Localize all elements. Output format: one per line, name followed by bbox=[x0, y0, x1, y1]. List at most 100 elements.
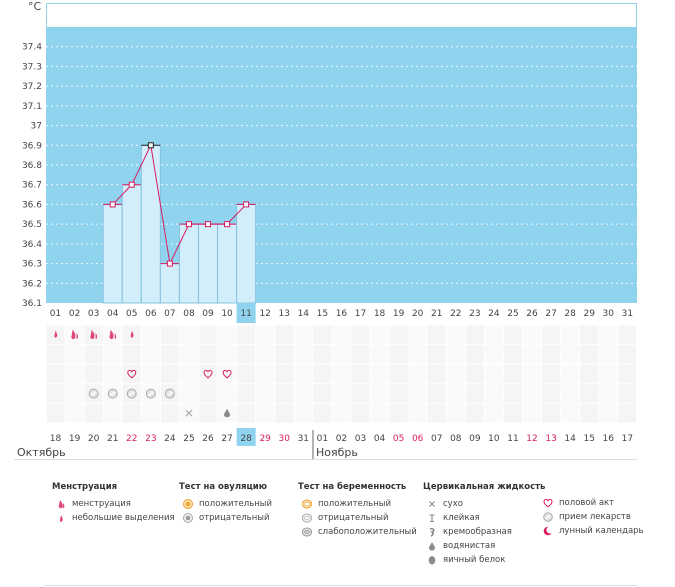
symptom-cell bbox=[218, 364, 237, 384]
calendar-date-label: 16 bbox=[603, 434, 615, 444]
symptom-cell bbox=[46, 364, 65, 384]
menstruation-light-icon bbox=[59, 515, 63, 522]
cycle-day-label: 31 bbox=[622, 309, 633, 319]
symptom-cell bbox=[561, 325, 580, 345]
cycle-day-label: 24 bbox=[488, 309, 500, 319]
calendar-date-label: 18 bbox=[50, 434, 62, 444]
symptom-cell bbox=[332, 364, 351, 384]
calendar-date-label: 06 bbox=[412, 434, 424, 444]
cycle-day-label: 15 bbox=[317, 309, 328, 319]
pill-score bbox=[128, 391, 135, 396]
symptom-cell bbox=[141, 325, 160, 345]
calendar-date-label: 23 bbox=[145, 434, 156, 444]
symptom-cell bbox=[160, 325, 179, 345]
symptom-cell bbox=[465, 345, 484, 364]
legend-label: слабоположительный bbox=[318, 527, 417, 537]
symptom-cell bbox=[618, 384, 637, 403]
symptom-cell bbox=[465, 325, 484, 345]
symptom-cell bbox=[599, 325, 618, 345]
symptom-cell bbox=[523, 364, 542, 384]
symptom-cell bbox=[484, 325, 503, 345]
pill-score bbox=[90, 391, 97, 396]
y-tick-label: 36.1 bbox=[22, 299, 42, 309]
symptom-cell bbox=[523, 384, 542, 403]
symptom-cell bbox=[542, 403, 561, 423]
symptom-cell bbox=[65, 364, 84, 384]
symptom-cell bbox=[427, 403, 446, 423]
legend-cervical-fluid: Цервикальная жидкость сухо клейкая кремо… bbox=[423, 482, 545, 567]
temperature-bar bbox=[217, 223, 238, 304]
symptom-cell bbox=[275, 403, 294, 423]
symptom-cell bbox=[580, 364, 599, 384]
symptom-cell bbox=[179, 345, 198, 364]
calendar-date-label: 17 bbox=[622, 434, 633, 444]
symptom-cell bbox=[46, 384, 65, 403]
chart-header-strip bbox=[46, 3, 637, 28]
cycle-day-label: 14 bbox=[298, 309, 310, 319]
heart-icon bbox=[203, 369, 213, 379]
symptom-cell bbox=[141, 403, 160, 423]
calendar-date-label: 15 bbox=[583, 434, 594, 444]
heart-outline bbox=[203, 369, 213, 379]
symptom-cell bbox=[294, 384, 313, 403]
symptom-cell bbox=[503, 384, 522, 403]
heart-icon bbox=[543, 498, 553, 508]
temperature-bar bbox=[236, 203, 257, 304]
symptom-cell bbox=[198, 384, 218, 403]
symptom-cell bbox=[618, 403, 637, 423]
symptom-cell bbox=[561, 364, 580, 384]
legend-other: половой акт прием лекарств лунный календ… bbox=[539, 496, 644, 538]
symptom-cell bbox=[446, 345, 465, 364]
symptom-cell bbox=[294, 403, 313, 423]
calendar-date-label: 29 bbox=[259, 434, 271, 444]
symptom-cell bbox=[503, 325, 522, 345]
symptom-cell bbox=[313, 364, 332, 384]
symptom-cell bbox=[389, 364, 408, 384]
symptom-cell bbox=[351, 403, 370, 423]
menstruation-drop-small bbox=[95, 332, 98, 339]
symptom-cell bbox=[580, 384, 599, 403]
symptom-cell bbox=[580, 345, 599, 364]
y-tick-label: 36.6 bbox=[22, 200, 42, 210]
calendar-date-label: 14 bbox=[564, 434, 576, 444]
cycle-day-label: 28 bbox=[564, 309, 576, 319]
temperature-bar bbox=[140, 144, 161, 304]
pill-score bbox=[147, 391, 155, 396]
symptom-cell bbox=[370, 403, 389, 423]
temperature-bar bbox=[159, 263, 180, 304]
cycle-day-label: 13 bbox=[279, 309, 290, 319]
symptom-cell bbox=[427, 325, 446, 345]
symptom-cell bbox=[294, 364, 313, 384]
temperature-point bbox=[166, 260, 173, 267]
menstruation-drop bbox=[109, 329, 114, 340]
cycle-day-axis: 01 02 03 04 05 06 07 08 09 10 11 12 13 14 15 16 17 18 19 20… bbox=[50, 303, 633, 323]
legend-item: слабоположительный bbox=[298, 525, 417, 539]
pill-icon bbox=[126, 388, 137, 399]
calendar-date-label: 07 bbox=[431, 434, 442, 444]
calendar-date-label: 04 bbox=[374, 434, 386, 444]
symptom-cell bbox=[446, 403, 465, 423]
symptom-cell bbox=[122, 364, 141, 384]
symptom-cell bbox=[103, 345, 122, 364]
symptom-cell bbox=[446, 384, 465, 403]
calendar-date-label: 09 bbox=[469, 434, 481, 444]
symptom-cell bbox=[561, 384, 580, 403]
symptom-cell bbox=[332, 384, 351, 403]
symptom-cell bbox=[523, 325, 542, 345]
legend-label: яичный белок bbox=[443, 555, 506, 565]
cycle-day-label: 02 bbox=[69, 309, 80, 319]
cycle-day-label: 23 bbox=[469, 309, 480, 319]
symptom-cell bbox=[256, 403, 275, 423]
legend-ovulation-title: Тест на овуляцию bbox=[179, 482, 268, 492]
cycle-day-label: 08 bbox=[183, 309, 195, 319]
pill-icon bbox=[88, 388, 99, 399]
symptom-cell bbox=[218, 384, 237, 403]
menstruation-drop-small bbox=[76, 332, 79, 339]
watery-drop-icon bbox=[429, 542, 435, 551]
symptom-cell bbox=[332, 403, 351, 423]
calendar-date-label: 22 bbox=[126, 434, 137, 444]
symptom-cell bbox=[103, 403, 122, 423]
calendar-date-label: 19 bbox=[69, 434, 81, 444]
moon-icon bbox=[543, 526, 553, 536]
symptom-cell bbox=[313, 345, 332, 364]
